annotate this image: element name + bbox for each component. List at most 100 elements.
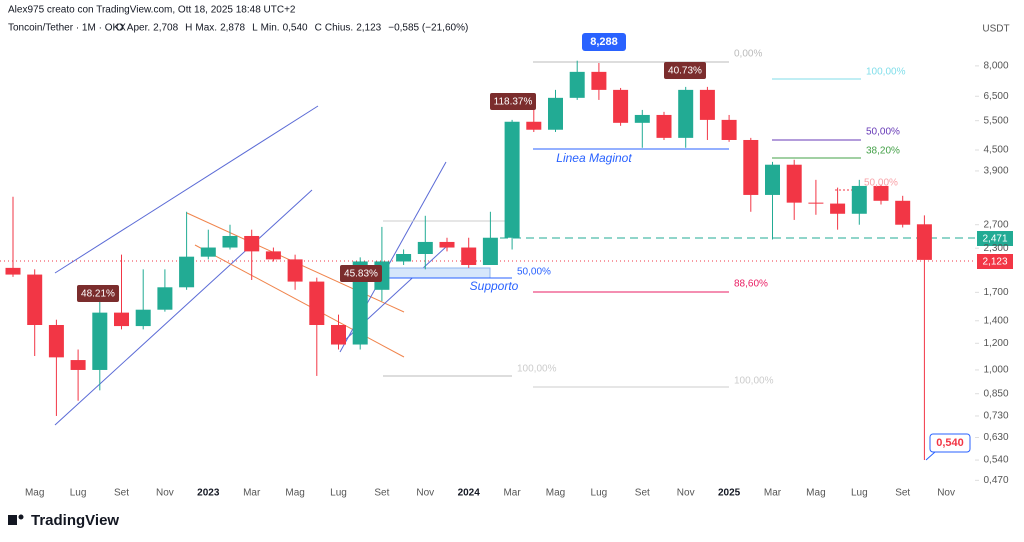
x-tick-label: Mag <box>806 488 825 499</box>
x-tick-label: Set <box>635 488 650 499</box>
candle-body <box>526 121 542 130</box>
currency: USDT <box>982 24 1009 35</box>
brand: TradingView <box>8 512 119 529</box>
x-tick-label: Mar <box>243 488 261 499</box>
annotation: 0,540 <box>936 437 964 449</box>
callout <box>582 33 626 51</box>
x-tick-label: Lug <box>330 488 347 499</box>
y-tick-label: 1,000 <box>983 365 1008 376</box>
candle-body <box>309 281 325 325</box>
logo-mark <box>18 514 24 520</box>
candle-body <box>916 224 932 260</box>
x-tick-label: Nov <box>677 488 695 499</box>
y-tick-label: 2,300 <box>983 243 1008 254</box>
annotation: 100,00% <box>734 376 774 387</box>
y-tick-label: 2,700 <box>983 219 1008 230</box>
candle-body <box>634 114 650 123</box>
ohlc-change: −0,585 (−21,60%) <box>388 23 468 34</box>
y-tick-label: 1,200 <box>983 338 1008 349</box>
ohlc-key: C <box>315 23 322 34</box>
logo-mark <box>8 515 17 525</box>
candle-body <box>569 71 585 98</box>
ohlc-value: 2,708 <box>153 23 178 34</box>
candle-body <box>678 89 694 138</box>
x-tick-label: Lug <box>591 488 608 499</box>
x-tick-label: 2023 <box>197 488 220 499</box>
credit: Alex975 creato con TradingView.com, Ott … <box>8 5 296 16</box>
trend-line <box>54 105 319 274</box>
annotation: 8,288 <box>590 36 618 48</box>
candle-body <box>114 312 129 327</box>
candle-body <box>851 185 867 214</box>
ohlc-header: O Aper. 2,708 H Max. 2,878 L Min. 0,540 C Chius. 2,… <box>116 23 468 34</box>
ohlc-text: Aper. <box>127 23 150 34</box>
callout <box>929 433 971 453</box>
ohlc-text: Min. <box>261 23 280 34</box>
annotation: 48.21% <box>81 289 115 300</box>
annotations: 8,288 118.37% 40.73% 48.21% 45.83% Linea… <box>77 33 1013 461</box>
candle-body <box>5 267 21 275</box>
ohlc-value: 0,540 <box>283 23 308 34</box>
y-tick-label: 0,470 <box>983 475 1008 486</box>
candle-body <box>417 241 433 255</box>
x-tick-label: Mar <box>503 488 521 499</box>
candle-body <box>699 89 715 120</box>
annotation: 2,471 <box>982 234 1007 245</box>
callout <box>664 62 706 79</box>
brand-name: TradingView <box>31 512 119 529</box>
candle-body <box>873 185 889 201</box>
candle-body <box>70 360 86 370</box>
x-tick-label: Nov <box>156 488 174 499</box>
annotation: 50,00% <box>864 178 898 189</box>
annotation: 0,00% <box>734 49 762 60</box>
y-tick-label: 5,500 <box>983 115 1008 126</box>
candle-body <box>331 324 346 345</box>
candle-body <box>548 97 563 130</box>
candle-body <box>244 235 260 252</box>
candle-body <box>157 287 173 310</box>
annotation: 45.83% <box>344 269 378 280</box>
support-zone <box>382 267 491 279</box>
trend-line <box>54 189 313 426</box>
candle-body <box>721 119 737 140</box>
y-tick-label: 1,700 <box>983 287 1008 298</box>
x-tick-label: Mar <box>764 488 782 499</box>
y-tick-label: 1,400 <box>983 315 1008 326</box>
callout <box>77 285 119 302</box>
annotation: 50,00% <box>866 127 900 138</box>
candle-body <box>352 261 368 345</box>
x-tick-label: Lug <box>70 488 87 499</box>
y-tick-label: 0,730 <box>983 411 1008 422</box>
y-tick-label: 3,900 <box>983 166 1008 177</box>
annotation: 50,00% <box>517 267 551 278</box>
x-tick-label: Mag <box>285 488 304 499</box>
x-tick-label: Set <box>374 488 389 499</box>
y-tick-label: 0,850 <box>983 388 1008 399</box>
y-tick-label: 0,630 <box>983 432 1008 443</box>
candle-body <box>287 259 303 282</box>
annotation: 38,20% <box>866 146 900 157</box>
annotation: Linea Maginot <box>556 151 632 165</box>
symbol: Toncoin/Tether · 1M · OKX <box>8 23 126 34</box>
ohlc-text: Max. <box>195 23 217 34</box>
callout <box>490 93 536 110</box>
ohlc-text: Chius. <box>325 23 353 34</box>
x-tick-label: Mag <box>546 488 565 499</box>
candle-body <box>396 254 412 262</box>
candle-body <box>200 247 216 257</box>
ohlc-key: O <box>116 23 124 34</box>
candle-body <box>808 202 824 204</box>
annotation: 100,00% <box>517 364 557 375</box>
annotation: 2,123 <box>982 257 1007 268</box>
callout <box>340 265 382 282</box>
candle-body <box>48 324 64 358</box>
ohlc-key: H <box>185 23 192 34</box>
x-tick-label: Nov <box>937 488 955 499</box>
y-tick-label: 6,500 <box>983 91 1008 102</box>
callout-pointer <box>925 451 936 461</box>
x-tick-label: Nov <box>416 488 434 499</box>
candle-body <box>504 121 520 238</box>
candle-body <box>656 114 672 138</box>
candle-body <box>613 89 629 123</box>
